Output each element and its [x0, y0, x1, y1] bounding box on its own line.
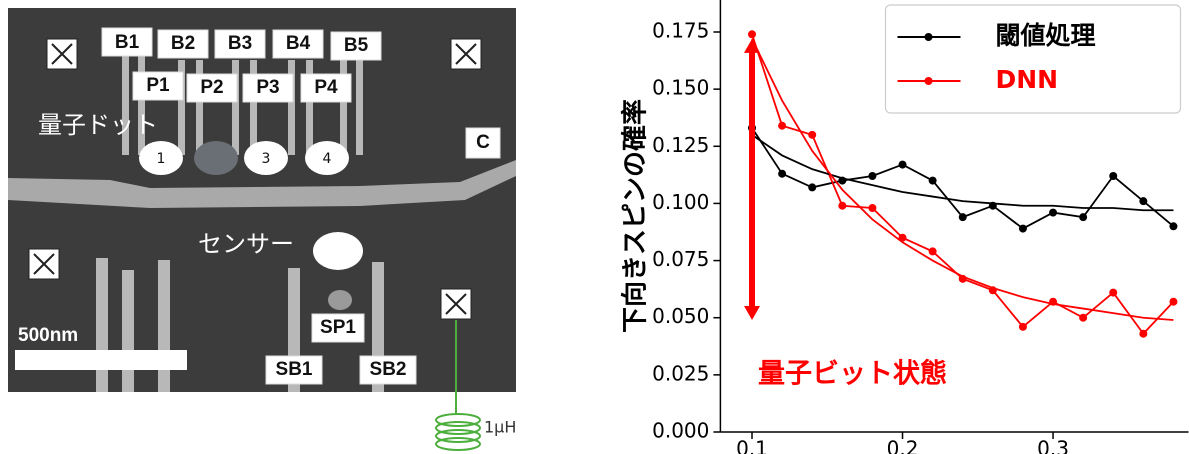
sensor-label: センサー: [198, 230, 294, 258]
data-point: [1139, 330, 1147, 338]
data-point: [959, 213, 967, 221]
gate-label: C: [476, 132, 490, 153]
sensor-gate-label: SB2: [370, 359, 407, 380]
data-point: [748, 30, 756, 38]
data-point: [838, 202, 846, 210]
inductor-label: 1μH: [484, 418, 516, 437]
data-point: [1169, 222, 1177, 230]
y-tick-label: 0.175: [652, 19, 709, 43]
figure: B1 B2 B3 B4 B5 P1 P2 P3 P4 C 量子ドット 1 3 4: [0, 0, 1189, 454]
y-tick-label: 0.100: [652, 190, 709, 214]
data-point: [929, 247, 937, 255]
data-point: [1079, 213, 1087, 221]
y-tick-label: 0.075: [652, 247, 709, 271]
data-point: [929, 177, 937, 185]
gate-label: B1: [115, 32, 140, 53]
dots-label: 量子ドット: [38, 111, 158, 139]
sem-image: B1 B2 B3 B4 B5 P1 P2 P3 P4 C 量子ドット 1 3 4: [8, 8, 516, 450]
gate-label: B3: [228, 33, 252, 54]
x-tick-label: 0.3: [1037, 437, 1069, 454]
data-point: [1049, 209, 1057, 217]
y-tick-label: 0.025: [652, 361, 709, 385]
data-point: [868, 172, 876, 180]
legend-label: DNN: [996, 65, 1059, 94]
gate-label: B2: [171, 33, 195, 54]
quantum-dot: [194, 141, 238, 175]
data-point: [1019, 323, 1027, 331]
data-point: [1169, 298, 1177, 306]
arrow-head: [744, 306, 760, 320]
scale-bar-label: 500nm: [18, 325, 78, 346]
plunger-label: P3: [256, 77, 279, 98]
data-point: [808, 183, 816, 191]
sensor-gate-label: SP1: [320, 317, 356, 338]
dot-label: 3: [262, 151, 271, 167]
plunger-label: P4: [314, 77, 338, 98]
gate-label: B4: [286, 33, 311, 54]
y-tick-label: 0.000: [652, 419, 709, 443]
y-tick-label: 0.150: [652, 76, 709, 100]
legend-marker: [925, 77, 933, 85]
sensor-dot: [313, 232, 363, 270]
data-point: [1019, 225, 1027, 233]
dot-label: 4: [323, 151, 332, 167]
data-point: [778, 170, 786, 178]
sensor-gate-label: SB1: [276, 359, 313, 380]
legend-label: 閾値処理: [996, 21, 1096, 50]
legend-marker: [925, 33, 933, 41]
arrow-head: [744, 39, 760, 53]
data-point: [1079, 314, 1087, 322]
scale-bar: [15, 350, 187, 370]
data-point: [808, 131, 816, 139]
y-tick-label: 0.125: [652, 133, 709, 157]
data-point: [899, 161, 907, 169]
data-point: [778, 122, 786, 130]
data-point: [1139, 197, 1147, 205]
data-point: [1109, 172, 1117, 180]
data-point: [868, 204, 876, 212]
annotation: 量子ビット状態: [758, 358, 947, 390]
gate-label: B5: [344, 35, 369, 56]
fit-curve: [752, 135, 1173, 210]
x-tick-label: 0.1: [736, 437, 768, 454]
x-tick-label: 0.2: [887, 437, 919, 454]
plunger-label: P2: [200, 77, 223, 98]
data-point: [1109, 289, 1117, 297]
chart: 0.000 0.025 0.050 0.075 0.100 0.125 0.150 0.175…: [620, 0, 1189, 454]
y-tick-label: 0.050: [652, 304, 709, 328]
y-axis-label: 下向きスピンの確率: [620, 99, 651, 333]
plunger-label: P1: [146, 75, 170, 96]
dot-label: 1: [157, 151, 166, 167]
